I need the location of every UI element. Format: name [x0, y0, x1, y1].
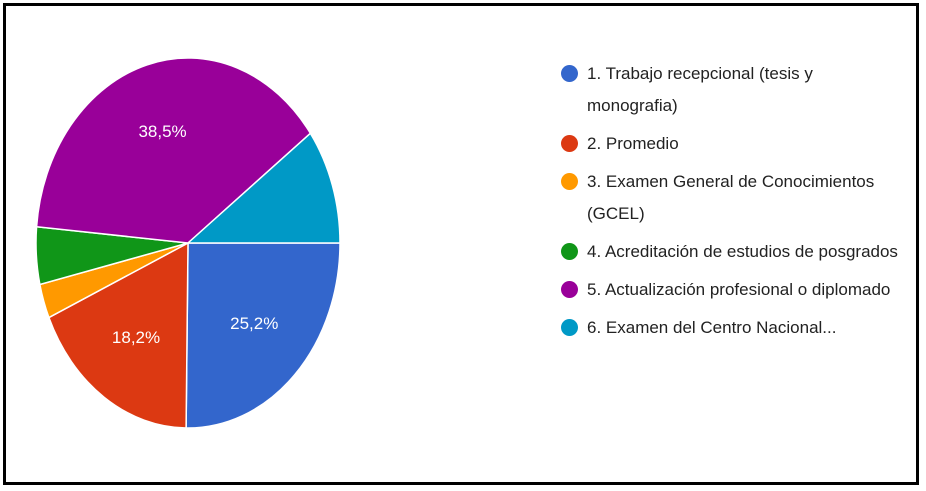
- legend-item: 4. Acreditación de estudios de posgrados: [561, 236, 906, 268]
- legend-swatch: [561, 173, 578, 190]
- legend-item: 5. Actualización profesional o diplomado: [561, 274, 906, 306]
- legend-label: 3. Examen General de Conocimientos (GCEL…: [587, 172, 875, 223]
- legend-item: 6. Examen del Centro Nacional...: [561, 312, 906, 344]
- legend-swatch: [561, 281, 578, 298]
- legend: 1. Trabajo recepcional (tesis y monograf…: [561, 58, 906, 350]
- slice-label: 25,2%: [230, 314, 278, 333]
- pie-slice: [47, 241, 189, 429]
- legend-swatch: [561, 243, 578, 260]
- legend-label: 4. Acreditación de estudios de posgrados: [587, 242, 898, 261]
- legend-label: 6. Examen del Centro Nacional...: [587, 318, 837, 337]
- pie-slice: [185, 242, 341, 429]
- legend-item: 2. Promedio: [561, 128, 906, 160]
- legend-item: 1. Trabajo recepcional (tesis y monograf…: [561, 58, 906, 122]
- pie-slice: [35, 57, 312, 244]
- legend-label: 1. Trabajo recepcional (tesis y monograf…: [587, 64, 813, 115]
- legend-swatch: [561, 135, 578, 152]
- legend-label: 2. Promedio: [587, 134, 679, 153]
- pie-slice: [186, 132, 341, 244]
- chart: 25,2% 18,2% 38,5% 1. Trabajo recepcional (…: [3, 3, 919, 485]
- slice-label: 18,2%: [112, 328, 160, 347]
- legend-swatch: [561, 319, 578, 336]
- legend-label: 5. Actualización profesional o diplomado: [587, 280, 891, 299]
- pie-area: 25,2% 18,2% 38,5%: [35, 57, 341, 429]
- legend-item: 3. Examen General de Conocimientos (GCEL…: [561, 166, 906, 230]
- slice-label: 38,5%: [138, 122, 186, 141]
- legend-swatch: [561, 65, 578, 82]
